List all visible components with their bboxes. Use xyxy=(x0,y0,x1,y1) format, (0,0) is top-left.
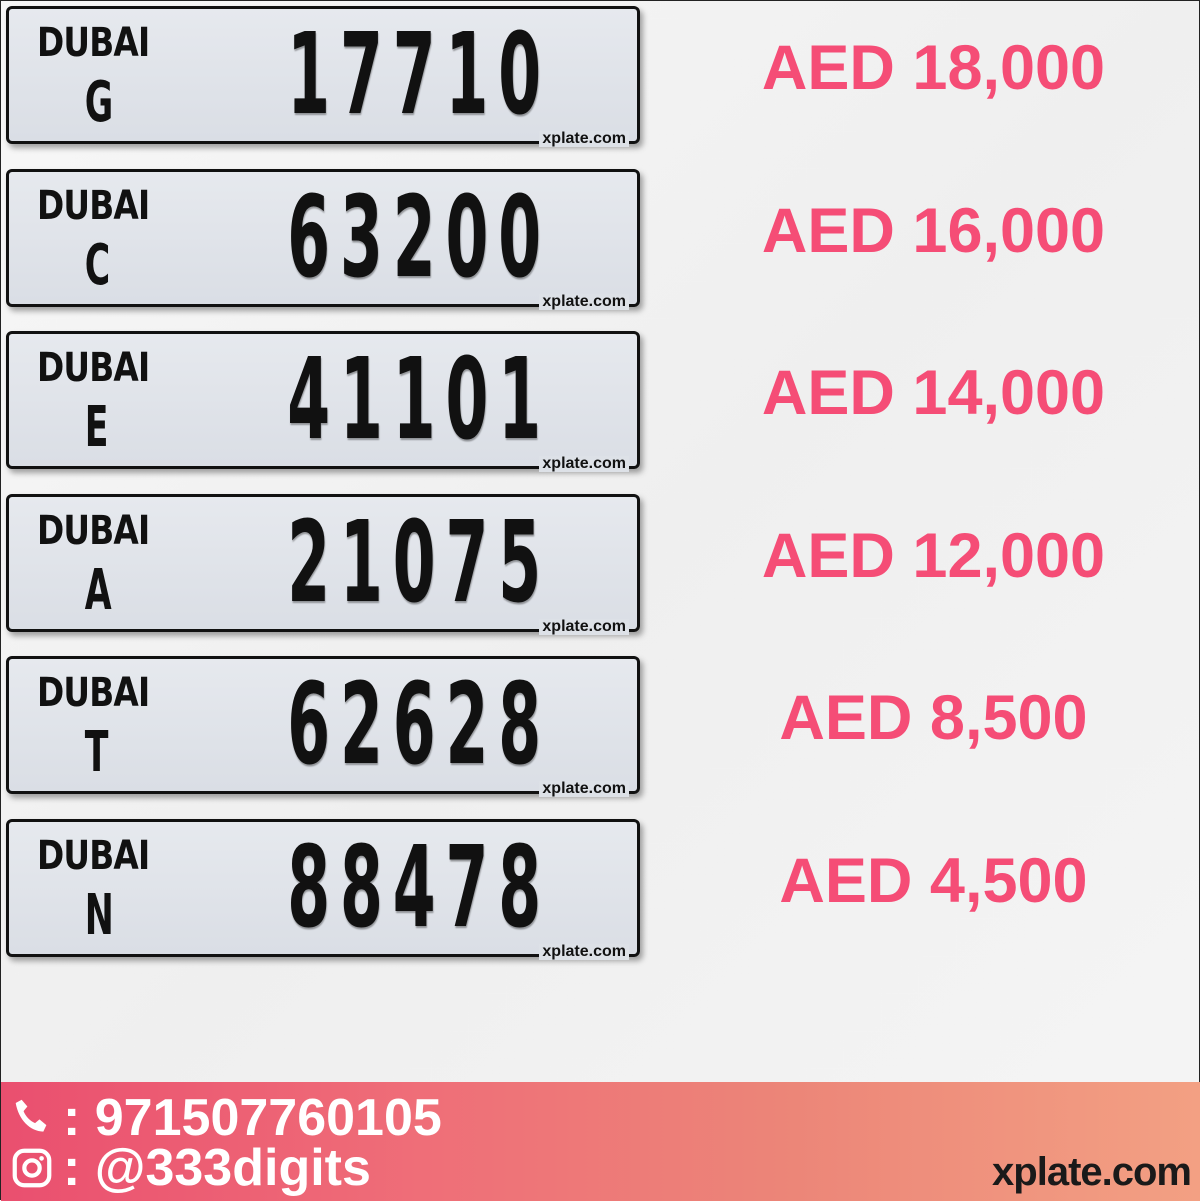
plate-code: N xyxy=(84,882,114,948)
license-plate[interactable]: DUBAI C 63200 xplate.com xyxy=(6,168,640,310)
plate-code: G xyxy=(84,70,114,135)
plate-price: AED 18,000 xyxy=(761,33,1106,103)
plate-price: AED 8,500 xyxy=(779,683,1088,753)
phone-number[interactable]: : 971507760105 xyxy=(63,1089,442,1147)
dubai-logo: DUBAI xyxy=(37,345,150,391)
dubai-logo: DUBAI xyxy=(37,182,150,229)
plate-number: 21075 xyxy=(287,497,552,628)
license-plate[interactable]: DUBAI T 62628 xplate.com xyxy=(6,656,640,797)
plate-price: AED 4,500 xyxy=(779,845,1088,916)
phone-row: : 971507760105 xyxy=(9,1092,442,1144)
license-plate[interactable]: DUBAI A 21075 xplate.com xyxy=(6,493,640,635)
plate-watermark: xplate.com xyxy=(539,293,629,310)
dubai-logo: DUBAI xyxy=(37,670,150,716)
plate-price: AED 16,000 xyxy=(761,195,1106,266)
plate-number: 17710 xyxy=(287,10,552,140)
license-plate[interactable]: DUBAI N 88478 xplate.com xyxy=(6,818,640,960)
license-plate[interactable]: DUBAI G 17710 xplate.com xyxy=(6,6,640,147)
license-plate[interactable]: DUBAI E 41101 xplate.com xyxy=(6,331,640,472)
plate-watermark: xplate.com xyxy=(539,618,629,635)
plate-number: 88478 xyxy=(287,822,552,953)
plate-watermark: xplate.com xyxy=(539,456,629,472)
plate-number: 63200 xyxy=(287,172,552,303)
dubai-logo: DUBAI xyxy=(37,832,150,879)
plate-watermark: xplate.com xyxy=(539,943,629,960)
plate-price: AED 14,000 xyxy=(761,358,1106,428)
plate-code: C xyxy=(84,232,111,298)
plate-number: 41101 xyxy=(287,335,552,465)
dubai-logo: DUBAI xyxy=(37,507,150,554)
instagram-handle[interactable]: : @333digits xyxy=(63,1139,371,1197)
dubai-logo: DUBAI xyxy=(37,20,150,66)
plate-watermark: xplate.com xyxy=(539,781,629,797)
instagram-row: : @333digits xyxy=(9,1142,371,1194)
plate-price: AED 12,000 xyxy=(761,520,1106,591)
plate-code: E xyxy=(84,395,109,460)
contact-footer: : 971507760105 : @333digits xplate.com xyxy=(1,1082,1200,1201)
plate-code: T xyxy=(84,720,109,785)
plate-watermark: xplate.com xyxy=(539,131,629,147)
instagram-icon xyxy=(12,1148,52,1188)
site-name: xplate.com xyxy=(992,1150,1192,1194)
plate-number: 62628 xyxy=(287,660,552,790)
plate-code: A xyxy=(84,557,112,623)
phone-icon xyxy=(15,1099,47,1132)
